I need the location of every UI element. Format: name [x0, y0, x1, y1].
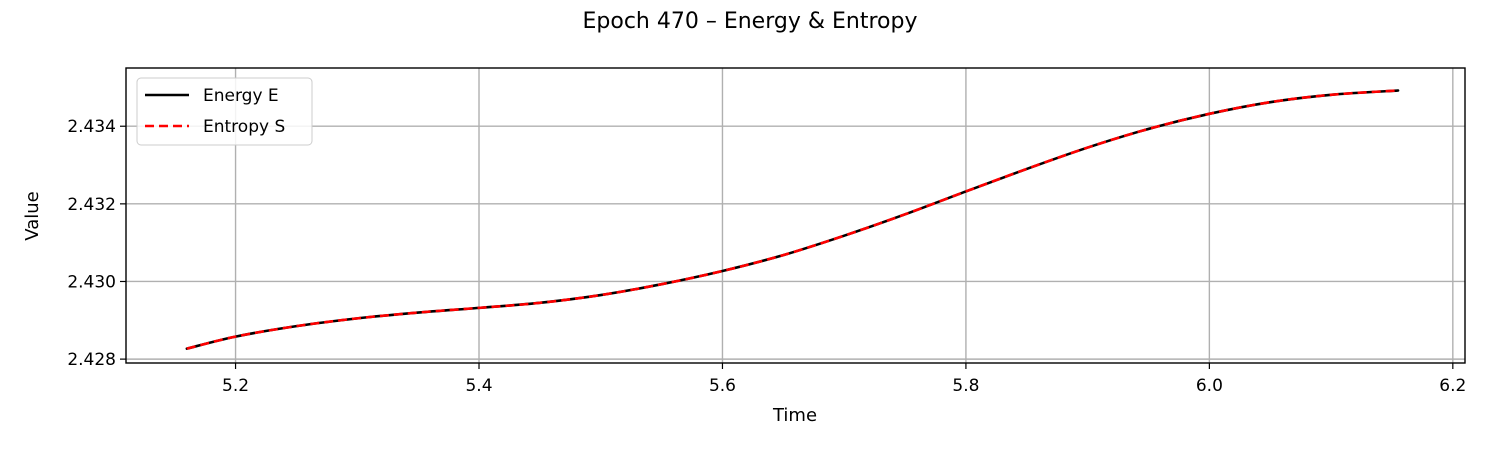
chart-title: Epoch 470 – Energy & Entropy — [583, 9, 918, 34]
x-axis-label: Time — [772, 405, 817, 426]
y-tick-label: 2.428 — [67, 350, 116, 370]
x-tick-label: 5.2 — [222, 376, 249, 396]
y-tick-label: 2.430 — [67, 272, 116, 292]
series-line-entropy — [186, 89, 1399, 350]
legend-label-entropy: Entropy S — [203, 117, 285, 137]
legend-label-energy: Energy E — [203, 86, 279, 106]
x-tick-label: 5.4 — [465, 376, 492, 396]
series-layer — [185, 89, 1400, 350]
x-tick-label: 5.6 — [709, 376, 736, 396]
legend: Energy E Entropy S — [136, 77, 313, 146]
series-line-energy — [185, 89, 1400, 350]
x-tick-label: 6.0 — [1196, 376, 1223, 396]
y-tick-label: 2.432 — [67, 195, 116, 215]
plot-frame — [125, 67, 1466, 364]
x-ticks: 5.2 5.4 5.6 5.8 6.0 6.2 — [222, 363, 1466, 396]
y-ticks: 2.428 2.430 2.432 2.434 — [67, 117, 126, 370]
y-tick-label: 2.434 — [67, 117, 116, 137]
x-tick-label: 5.8 — [952, 376, 979, 396]
y-axis-label: Value — [22, 191, 43, 240]
x-tick-label: 6.2 — [1439, 376, 1466, 396]
grid — [126, 68, 1465, 363]
